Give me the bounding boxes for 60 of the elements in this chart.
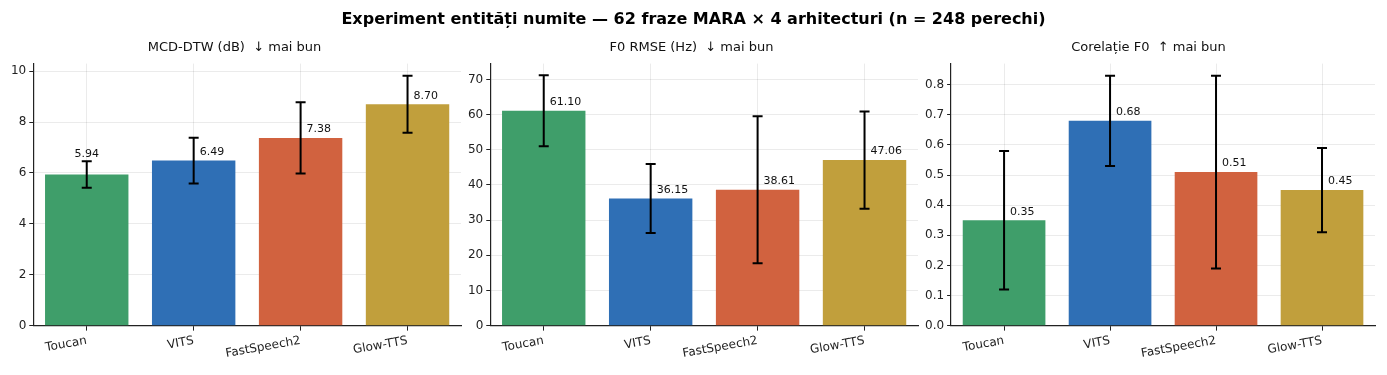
y-tick-label: 0.2 bbox=[924, 257, 945, 272]
x-tick-label: VITS bbox=[1082, 332, 1112, 352]
bar bbox=[608, 198, 693, 326]
y-tick-label: 30 bbox=[467, 212, 484, 227]
y-tick-label: 40 bbox=[467, 177, 484, 192]
y-tick-label: 6 bbox=[18, 165, 27, 180]
data-label: 0.45 bbox=[1328, 174, 1353, 188]
x-tick-label: Toucan bbox=[960, 332, 1006, 355]
bar bbox=[962, 220, 1046, 326]
x-tick-label: Glow-TTS bbox=[808, 332, 866, 357]
y-tick-label: 60 bbox=[467, 106, 484, 121]
data-label: 5.94 bbox=[74, 146, 99, 160]
x-tick-label: VITS bbox=[166, 332, 195, 352]
bar bbox=[1068, 120, 1152, 326]
bar bbox=[45, 174, 129, 326]
bar bbox=[715, 189, 800, 326]
chart-subtitle: Corelație F0 ↑ mai bun bbox=[1071, 39, 1226, 55]
y-tick-label: 0.6 bbox=[924, 137, 945, 152]
x-tick-label: Toucan bbox=[43, 332, 88, 355]
data-label: 0.51 bbox=[1222, 156, 1247, 170]
data-label: 0.35 bbox=[1010, 204, 1035, 218]
y-tick-label: 0 bbox=[18, 317, 27, 332]
bar bbox=[822, 160, 907, 326]
y-tick-label: 0.7 bbox=[924, 106, 945, 121]
data-label: 61.10 bbox=[549, 95, 582, 109]
y-tick-label: 0.1 bbox=[924, 287, 945, 302]
y-tick-label: 50 bbox=[467, 141, 484, 156]
data-label: 7.38 bbox=[306, 122, 332, 136]
y-tick-label: 2 bbox=[18, 266, 27, 281]
data-label: 6.49 bbox=[199, 144, 225, 158]
y-tick-label: 0.0 bbox=[924, 317, 945, 332]
chart-subtitle: MCD-DTW (dB) ↓ mai bun bbox=[147, 39, 322, 55]
x-tick-label: Toucan bbox=[500, 332, 545, 355]
bar bbox=[502, 110, 586, 326]
data-label: 36.15 bbox=[656, 182, 689, 196]
y-tick-label: 0.4 bbox=[924, 197, 945, 212]
data-label: 8.70 bbox=[413, 88, 439, 102]
data-label: 47.06 bbox=[870, 144, 903, 158]
y-tick-label: 4 bbox=[18, 216, 27, 230]
text: Experiment entități numite — 62 fraze MARA × 4 arhitecturi (n = 248 perechi) bbox=[340, 8, 1047, 30]
y-tick-label: 70 bbox=[467, 71, 484, 86]
bar bbox=[151, 160, 236, 326]
y-tick-label: 20 bbox=[467, 247, 484, 262]
data-label: 38.61 bbox=[763, 174, 796, 188]
y-tick-label: 0.3 bbox=[924, 227, 945, 242]
x-tick-label: VITS bbox=[623, 332, 652, 352]
y-tick-label: 0.8 bbox=[924, 76, 945, 91]
chart-subtitle: F0 RMSE (Hz) ↓ mai bun bbox=[609, 39, 774, 55]
bar bbox=[365, 104, 450, 326]
y-tick-label: 0 bbox=[475, 317, 484, 332]
y-tick-label: 8 bbox=[18, 114, 27, 129]
y-tick-label: 10 bbox=[467, 282, 484, 297]
bar bbox=[258, 137, 343, 326]
bar bbox=[1280, 190, 1364, 326]
y-tick-label: 0.5 bbox=[924, 167, 945, 182]
y-tick-label: 10 bbox=[10, 63, 27, 78]
x-tick-label: Glow-TTS bbox=[1266, 332, 1324, 357]
x-tick-label: Glow-TTS bbox=[351, 332, 409, 357]
data-label: 0.68 bbox=[1116, 105, 1141, 119]
bar bbox=[1174, 172, 1258, 326]
